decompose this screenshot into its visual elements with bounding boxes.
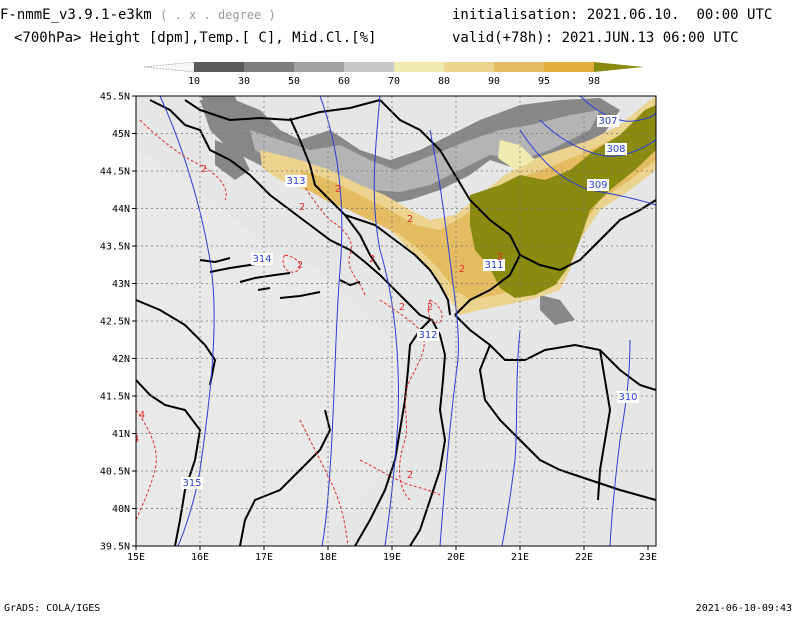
colorbar-label: 80: [438, 76, 450, 87]
colorbar-label: 60: [338, 76, 350, 87]
height-label-bg: [417, 329, 439, 341]
variables-title: <700hPa> Height [dpm],Temp.[ C], Mid.Cl.…: [14, 30, 377, 46]
temperature-contour-label: 2: [297, 260, 303, 271]
temperature-contour-label: 2: [335, 184, 341, 195]
height-label-bg: [251, 253, 273, 265]
colorbar-label: 95: [538, 76, 550, 87]
height-contour-label: 311: [484, 260, 503, 271]
lon-label: 23E: [639, 552, 657, 563]
height-contour-label: 308: [606, 144, 625, 155]
lat-label: 41.5N: [100, 392, 130, 403]
lat-label: 44.5N: [100, 167, 130, 178]
colorbar-label: 50: [288, 76, 300, 87]
temperature-contour-label: 2: [497, 252, 503, 263]
lat-label: 41N: [112, 429, 130, 440]
init-label: initialisation:: [452, 7, 579, 23]
temperature-contour-label: 2: [201, 164, 207, 175]
borders: [149, 99, 656, 546]
cloud-gray: [200, 96, 620, 325]
lon-label: 18E: [319, 552, 337, 563]
height-label-bg: [597, 115, 619, 127]
lat-label: 44N: [112, 204, 130, 215]
init-value: 2021.06.10. 00:00 UTC: [586, 7, 773, 23]
colorbar-segment: [294, 62, 344, 72]
temperature-contour-label: 2: [369, 254, 375, 265]
valid-line: valid(+78h): 2021.JUN.13 06:00 UTC: [452, 30, 739, 46]
temperature-contour-label: 4: [139, 410, 145, 421]
temperature-labels: 2 2 2 2 2 2 2 2 2 2 2 4 4: [133, 164, 503, 481]
height-contour-label: 315: [182, 478, 201, 489]
valid-label: valid(+78h):: [452, 30, 554, 46]
valid-value: 2021.JUN.13 06:00 UTC: [561, 30, 739, 46]
colorbar-arrow-low: [143, 61, 195, 73]
height-label-bg: [181, 477, 203, 489]
lat-label: 42N: [112, 354, 130, 365]
height-label-bg: [483, 259, 505, 271]
colorbar-segment: [444, 62, 494, 72]
colorbar-label: 70: [388, 76, 400, 87]
height-label-bg: [285, 175, 307, 187]
colorbar-segment: [194, 62, 244, 72]
lat-label: 45.5N: [100, 92, 130, 103]
colorbar: 10 30 50 60 70 80 90 95 98: [143, 61, 644, 87]
lon-label: 19E: [383, 552, 401, 563]
colorbar-segment: [244, 62, 294, 72]
axes: 15E 16E 17E 18E 19E 20E 21E 22E 23E 45.5N 45N 44.5N…: [100, 92, 657, 564]
height-contour-label: 309: [588, 180, 607, 191]
lat-label: 39.5N: [100, 542, 130, 553]
colorbar-segment: [494, 62, 544, 72]
temperature-contour-label: 2: [399, 302, 405, 313]
temperature-contour-label: 2: [299, 202, 305, 213]
lon-label: 21E: [511, 552, 529, 563]
colorbar-label: 30: [238, 76, 250, 87]
lat-label: 40.5N: [100, 467, 130, 478]
temperature-contour-label: 2: [427, 302, 433, 313]
lat-label: 43N: [112, 279, 130, 290]
lat-label: 40N: [112, 504, 130, 515]
lat-label: 42.5N: [100, 317, 130, 328]
height-label-bg: [617, 391, 639, 403]
colorbar-arrow-high: [594, 62, 644, 72]
height-label-bg: [587, 179, 609, 191]
colorbar-label: 98: [588, 76, 600, 87]
temperature-contour-label: 4: [133, 434, 139, 445]
temperature-contour-label: 2: [407, 214, 413, 225]
model-title: F-nmmE_v3.9.1-e3km ( . x . degree ): [0, 7, 276, 23]
height-contour-label: 310: [618, 392, 637, 403]
lat-label: 45N: [112, 129, 130, 140]
italy-coast: [136, 299, 332, 546]
lon-label: 17E: [255, 552, 273, 563]
temperature-contour-label: 2: [459, 264, 465, 275]
height-labels: 307 308 309 313 314 311 312 310 315: [181, 115, 639, 489]
height-contour-label: 313: [286, 176, 305, 187]
lat-label: 43.5N: [100, 242, 130, 253]
lon-label: 15E: [127, 552, 145, 563]
footer-grads: GrADS: COLA/IGES: [4, 603, 101, 614]
cloud-lightgray: [250, 110, 600, 192]
lon-label: 16E: [191, 552, 209, 563]
height-contour-label: 314: [252, 254, 271, 265]
temperature-contour-label: 2: [407, 470, 413, 481]
lat-lon-grid: [136, 96, 656, 546]
colorbar-segment: [394, 62, 444, 72]
colorbar-segment: [344, 62, 394, 72]
lon-label: 20E: [447, 552, 465, 563]
height-contour-label: 307: [598, 116, 617, 127]
footer-timestamp: 2021-06-10-09:43: [695, 603, 792, 614]
lon-label: 22E: [575, 552, 593, 563]
temperature-contours: [136, 119, 443, 546]
colorbar-label: 10: [188, 76, 200, 87]
height-label-bg: [605, 143, 627, 155]
height-contour-label: 312: [418, 330, 437, 341]
init-line: initialisation: 2021.06.10. 00:00 UTC: [452, 7, 772, 23]
model-unit: ( . x . degree ): [160, 8, 276, 22]
colorbar-segment: [544, 62, 594, 72]
model-name: F-nmmE_v3.9.1-e3km: [0, 7, 152, 23]
colorbar-label: 90: [488, 76, 500, 87]
